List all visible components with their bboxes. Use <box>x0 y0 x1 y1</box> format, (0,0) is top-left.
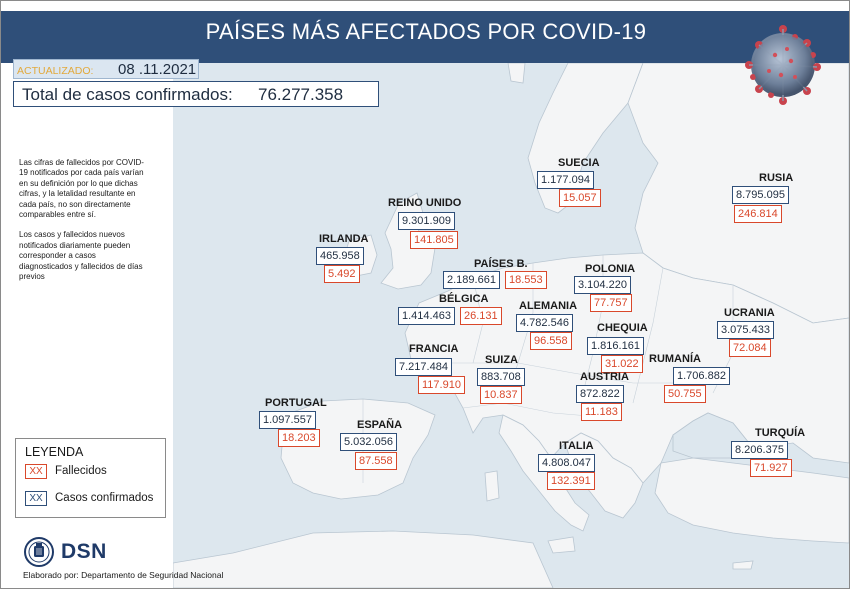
country-cases: 883.708 <box>477 368 525 386</box>
country-deaths: 26.131 <box>460 307 502 325</box>
country-name: SUECIA <box>558 157 600 169</box>
country-name: ESPAÑA <box>357 419 403 431</box>
page-title: PAÍSES MÁS AFECTADOS POR COVID-19 <box>205 19 647 44</box>
country-name: FRANCIA <box>409 343 459 355</box>
coronavirus-icon <box>745 25 821 105</box>
title-bar <box>1 11 849 63</box>
total-cases-label: Total de casos confirmados: <box>22 85 233 104</box>
country-cases: 1.706.882 <box>673 367 730 385</box>
legend-title: LEYENDA <box>25 445 84 459</box>
updated-date-box: ACTUALIZADO: 08 .11.2021 <box>13 59 199 79</box>
country-name: SUIZA <box>485 354 518 366</box>
country-cases: 465.958 <box>316 247 364 265</box>
country-cases: 1.816.161 <box>587 337 644 355</box>
notes: Las cifras de fallecidos por COVID-19 no… <box>19 158 145 292</box>
country-cases: 5.032.056 <box>340 433 397 451</box>
country-name: POLONIA <box>585 263 636 275</box>
country-name: IRLANDA <box>319 233 369 245</box>
note-lethality: Las cifras de fallecidos por COVID-19 no… <box>19 158 144 220</box>
note-daily-reports: Los casos y fallecidos nuevos notificado… <box>19 230 143 282</box>
country-name: RUSIA <box>759 172 794 184</box>
logo-text: DSN <box>61 540 107 563</box>
total-cases-value: 76.277.358 <box>258 85 344 104</box>
country-deaths: 71.927 <box>750 459 792 477</box>
country-deaths: 15.057 <box>559 189 601 207</box>
country-deaths: 96.558 <box>530 332 572 350</box>
country-name: CHEQUIA <box>597 322 648 334</box>
total-cases-box: Total de casos confirmados: 76.277.358 <box>13 81 379 107</box>
country-cases: 3.075.433 <box>717 321 774 339</box>
country-cases: 7.217.484 <box>395 358 452 376</box>
country-deaths: 132.391 <box>547 472 595 490</box>
legend: LEYENDA XX Fallecidos XX Casos confirmad… <box>15 438 166 518</box>
country-deaths: 72.084 <box>729 339 771 357</box>
country-deaths: 18.203 <box>278 429 320 447</box>
country-deaths: 246.814 <box>734 205 782 223</box>
country-name: UCRANIA <box>724 307 775 319</box>
country-cases: 1.414.463 <box>398 307 455 325</box>
country-name: PAÍSES B. <box>474 258 528 270</box>
dsn-logo: DSN <box>23 537 123 567</box>
updated-date: 08 .11.2021 <box>118 61 197 78</box>
country-deaths: 5.492 <box>324 265 360 283</box>
country-name: REINO UNIDO <box>388 197 462 209</box>
country-deaths: 50.755 <box>664 385 706 403</box>
country-name: ITALIA <box>559 440 594 452</box>
country-cases: 872.822 <box>576 385 624 403</box>
country-cases: 1.177.094 <box>537 171 594 189</box>
updated-label: ACTUALIZADO: <box>17 65 94 77</box>
country-deaths: 117.910 <box>418 376 465 394</box>
country-deaths: 87.558 <box>355 452 397 470</box>
country-cases: 2.189.661 <box>443 271 500 289</box>
legend-deaths-swatch: XX <box>25 464 47 479</box>
country-name: PORTUGAL <box>265 397 327 409</box>
country-cases: 4.782.546 <box>516 314 573 332</box>
country-name: TURQUÍA <box>755 427 806 439</box>
legend-cases-swatch: XX <box>25 491 47 506</box>
country-deaths: 11.183 <box>581 403 622 421</box>
country-cases: 4.808.047 <box>538 454 595 472</box>
country-deaths: 31.022 <box>601 355 643 373</box>
country-deaths: 141.805 <box>410 231 458 249</box>
country-deaths: 77.757 <box>590 294 632 312</box>
country-deaths: 18.553 <box>505 271 547 289</box>
country-name: BÉLGICA <box>439 293 489 305</box>
country-name: AUSTRIA <box>580 371 629 383</box>
country-cases: 3.104.220 <box>574 276 631 294</box>
legend-deaths-label: Fallecidos <box>55 465 107 477</box>
legend-cases-label: Casos confirmados <box>55 492 154 504</box>
country-name: ALEMANIA <box>519 300 578 312</box>
country-cases: 8.795.095 <box>732 186 789 204</box>
coat-of-arms-icon <box>24 537 54 567</box>
country-deaths: 10.837 <box>480 386 522 404</box>
credit-text: Elaborado por: Departamento de Seguridad… <box>23 570 224 580</box>
country-cases: 1.097.557 <box>259 411 316 429</box>
country-cases: 8.206.375 <box>731 441 788 459</box>
country-cases: 9.301.909 <box>398 212 455 230</box>
country-name: RUMANÍA <box>649 353 701 365</box>
